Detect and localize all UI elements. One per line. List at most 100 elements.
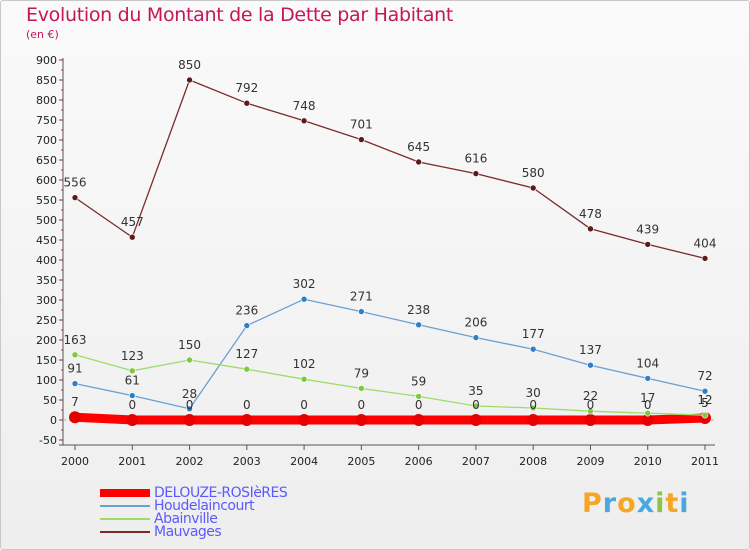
data-label: 701	[350, 118, 373, 132]
data-point	[186, 76, 193, 84]
data-point	[183, 414, 196, 426]
data-point	[358, 136, 365, 143]
data-label: 0	[587, 398, 595, 412]
data-point	[300, 295, 308, 303]
logo-letter: P	[582, 488, 603, 519]
y-tick-label: 350	[36, 274, 57, 287]
logo-letter: i	[679, 488, 690, 519]
x-tick-label: 2008	[519, 455, 547, 468]
x-tick-label: 2009	[576, 455, 604, 468]
y-tick-label: 700	[36, 134, 57, 147]
data-label: 35	[468, 384, 483, 398]
data-label: 79	[354, 366, 369, 380]
data-label: 236	[235, 304, 258, 318]
data-label: 0	[472, 398, 480, 412]
series-line-2	[74, 354, 706, 416]
y-tick-label: -50	[39, 434, 57, 447]
data-point	[415, 321, 422, 329]
data-label: 163	[64, 333, 87, 347]
data-label: 404	[694, 236, 717, 250]
y-tick-label: 600	[36, 174, 57, 187]
data-point	[240, 414, 253, 426]
data-point	[644, 375, 652, 382]
data-point	[584, 414, 597, 426]
y-tick-label: 500	[36, 214, 57, 227]
data-label: 271	[350, 290, 373, 304]
y-tick-label: 650	[36, 154, 57, 167]
data-label: 580	[522, 166, 545, 180]
data-label: 478	[579, 207, 602, 221]
data-label: 5	[701, 396, 709, 410]
data-label: 0	[128, 398, 136, 412]
chart-subtitle: (en €)	[26, 28, 59, 41]
data-point	[529, 404, 537, 412]
legend-swatch	[100, 489, 150, 497]
legend-item: Abainville	[100, 511, 360, 527]
data-label: 302	[293, 277, 316, 291]
data-label: 850	[178, 58, 201, 72]
legend-label: DELOUZE-ROSIèRES	[154, 485, 288, 501]
data-point	[128, 367, 136, 375]
data-point	[529, 184, 537, 192]
axes	[59, 58, 715, 446]
data-label: 0	[529, 398, 537, 412]
x-tick-label: 2011	[691, 455, 719, 468]
data-label: 177	[522, 327, 545, 341]
data-label: 28	[182, 387, 197, 401]
data-label: 792	[235, 81, 258, 95]
data-point	[701, 411, 709, 419]
data-point	[641, 414, 654, 426]
data-point	[587, 225, 594, 233]
data-point	[69, 411, 81, 424]
data-label: 556	[64, 176, 87, 190]
data-point	[298, 414, 311, 426]
data-point	[472, 402, 480, 410]
x-tick-label: 2002	[176, 455, 204, 468]
data-point	[701, 387, 709, 395]
y-tick-label: 550	[36, 194, 57, 207]
data-label: 748	[293, 99, 316, 113]
data-label: 150	[178, 338, 201, 352]
data-label: 102	[293, 357, 316, 371]
series-line-0	[74, 412, 706, 425]
y-tick-label: 50	[43, 394, 57, 407]
legend-item: Mauvages	[100, 524, 360, 540]
y-tick-label: 450	[36, 234, 57, 247]
data-point	[186, 356, 193, 364]
y-tick-label: 900	[36, 54, 57, 67]
data-point	[415, 158, 422, 166]
data-point	[128, 392, 136, 399]
data-label: 7	[71, 395, 79, 409]
legend-label: Mauvages	[154, 524, 222, 540]
legend-item: Houdelaincourt	[100, 498, 360, 514]
data-label: 238	[407, 303, 430, 317]
data-point	[415, 393, 422, 400]
x-tick-label: 2004	[290, 455, 318, 468]
data-point	[300, 117, 308, 125]
x-tick-label: 2010	[634, 455, 662, 468]
data-label: 0	[415, 398, 423, 412]
data-point	[243, 99, 251, 107]
data-label: 61	[125, 374, 140, 388]
data-point	[644, 409, 652, 417]
data-point	[587, 407, 594, 415]
data-label: 0	[300, 398, 308, 412]
x-tick-label: 2006	[405, 455, 433, 468]
data-point	[243, 322, 251, 329]
data-point	[529, 345, 537, 353]
legend-swatch	[100, 518, 150, 520]
data-label: 104	[636, 356, 659, 370]
data-label: 0	[243, 398, 251, 412]
axis-ticks: -500501001502002503003504004505005506006…	[36, 54, 719, 468]
y-tick-label: 0	[50, 414, 57, 427]
x-tick-label: 2003	[233, 455, 261, 468]
data-labels: 7 0 0 0 0 0 0 0 0 0 0 5 91 61 28 236 302 271 238 206 177 137 1…	[64, 58, 717, 412]
data-label: 59	[411, 374, 426, 388]
data-point	[701, 255, 709, 262]
y-tick-label: 150	[36, 354, 57, 367]
logo-letter: r	[602, 488, 618, 519]
data-label: 22	[583, 389, 598, 403]
legend-label: Houdelaincourt	[154, 498, 255, 514]
y-tick-label: 750	[36, 114, 57, 127]
data-label: 127	[235, 347, 258, 361]
